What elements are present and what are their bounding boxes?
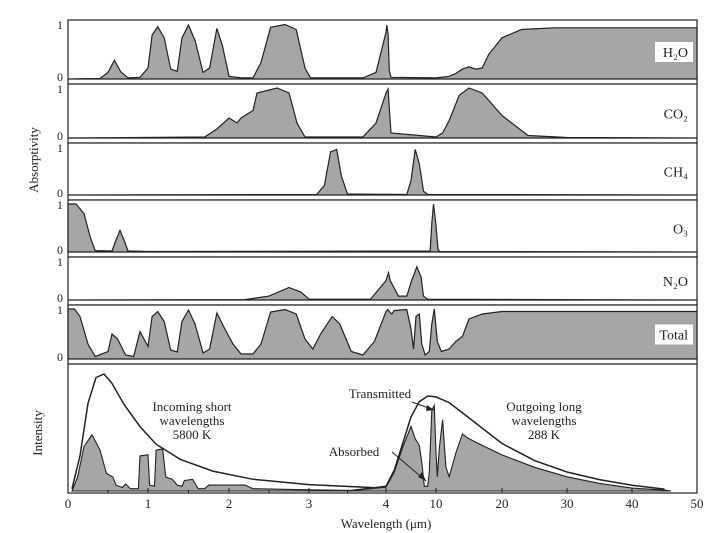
absorption-area [67,148,698,196]
incoming-radiation-area [71,433,387,492]
absorbed-label: Absorbed [329,444,380,459]
y-tick-label-1: 1 [57,198,63,212]
gas-label: CO₂ [664,108,688,123]
gas-label: O₃ [673,223,688,238]
x-tick-label: 2 [226,496,233,511]
absorption-area [67,23,698,80]
earth-blackbody-curve [347,395,665,492]
incoming-label-line2: wavelengths [160,413,225,428]
x-tick-label: 40 [626,496,639,511]
gas-label-bg [655,324,693,345]
y-tick-label-1: 1 [57,141,63,155]
absorption-area [67,86,698,139]
x-axis-label: Wavelength (μm) [341,516,432,531]
absorbed-arrowhead [418,472,426,481]
outgoing-radiation-area [347,403,672,492]
y-tick-label-0: 0 [57,243,63,257]
y-tick-label-1: 1 [57,303,63,317]
x-tick-label: 4 [383,496,390,511]
x-tick-label: 1 [145,496,152,511]
x-tick-label: 50 [691,496,704,511]
y-tick-label-1: 1 [57,255,63,269]
gas-label-bg [655,218,693,239]
gas-label: Total [659,329,688,344]
gas-label-bg [655,161,693,182]
gas-label-bg [655,271,693,291]
incoming-label-line1: Incoming short [152,399,231,414]
panel-frame [67,142,698,201]
panel-5: 1 0 N₂O [57,255,698,306]
absorption-area [67,203,698,253]
y-tick-label-0: 0 [57,186,63,200]
y-tick-label-0: 0 [57,70,63,84]
outgoing-label-line2: wavelengths [512,413,577,428]
gas-label-bg [655,103,693,124]
panel-1: 1 0 H₂O [57,18,698,85]
transmitted-arrowhead [426,405,434,411]
gas-label: H₂O [663,46,688,61]
outgoing-label-line3: 288 K [528,427,561,442]
panel-4: 1 0 O₃ [57,198,698,258]
panel-6: 1 0 Total [57,303,698,365]
incoming-label-line3: 5800 K [173,427,212,442]
gas-label-bg [655,42,693,62]
absorptivity-axis-label: Absorptivity [26,127,41,193]
y-tick-label-0: 0 [57,291,63,305]
y-tick-label-0: 0 [57,129,63,143]
transmitted-label: Transmitted [349,386,412,401]
x-tick-label: 20 [496,496,509,511]
absorption-area [67,308,698,360]
outgoing-label-line1: Outgoing long [506,399,582,414]
y-tick-label-1: 1 [57,18,63,32]
x-tick-label: 3 [306,496,313,511]
y-tick-label-1: 1 [57,82,63,96]
gas-label: N₂O [663,275,688,290]
x-tick-label: 10 [430,496,443,511]
x-tick-label: 30 [561,496,574,511]
gas-label: CH₄ [664,166,688,181]
intensity-panel: 0 1 2 3 4 10 20 30 40 50 [65,363,704,511]
x-tick-label: 0 [65,496,72,511]
intensity-frame [67,363,698,494]
y-tick-label-0: 0 [57,350,63,364]
panel-2: 1 0 CO₂ [57,82,698,144]
panel-3: 1 0 CH₄ [57,141,698,201]
absorption-area [67,265,698,301]
sun-blackbody-curve [71,373,387,490]
intensity-axis-label: Intensity [30,410,45,456]
panel-frame [67,199,698,258]
